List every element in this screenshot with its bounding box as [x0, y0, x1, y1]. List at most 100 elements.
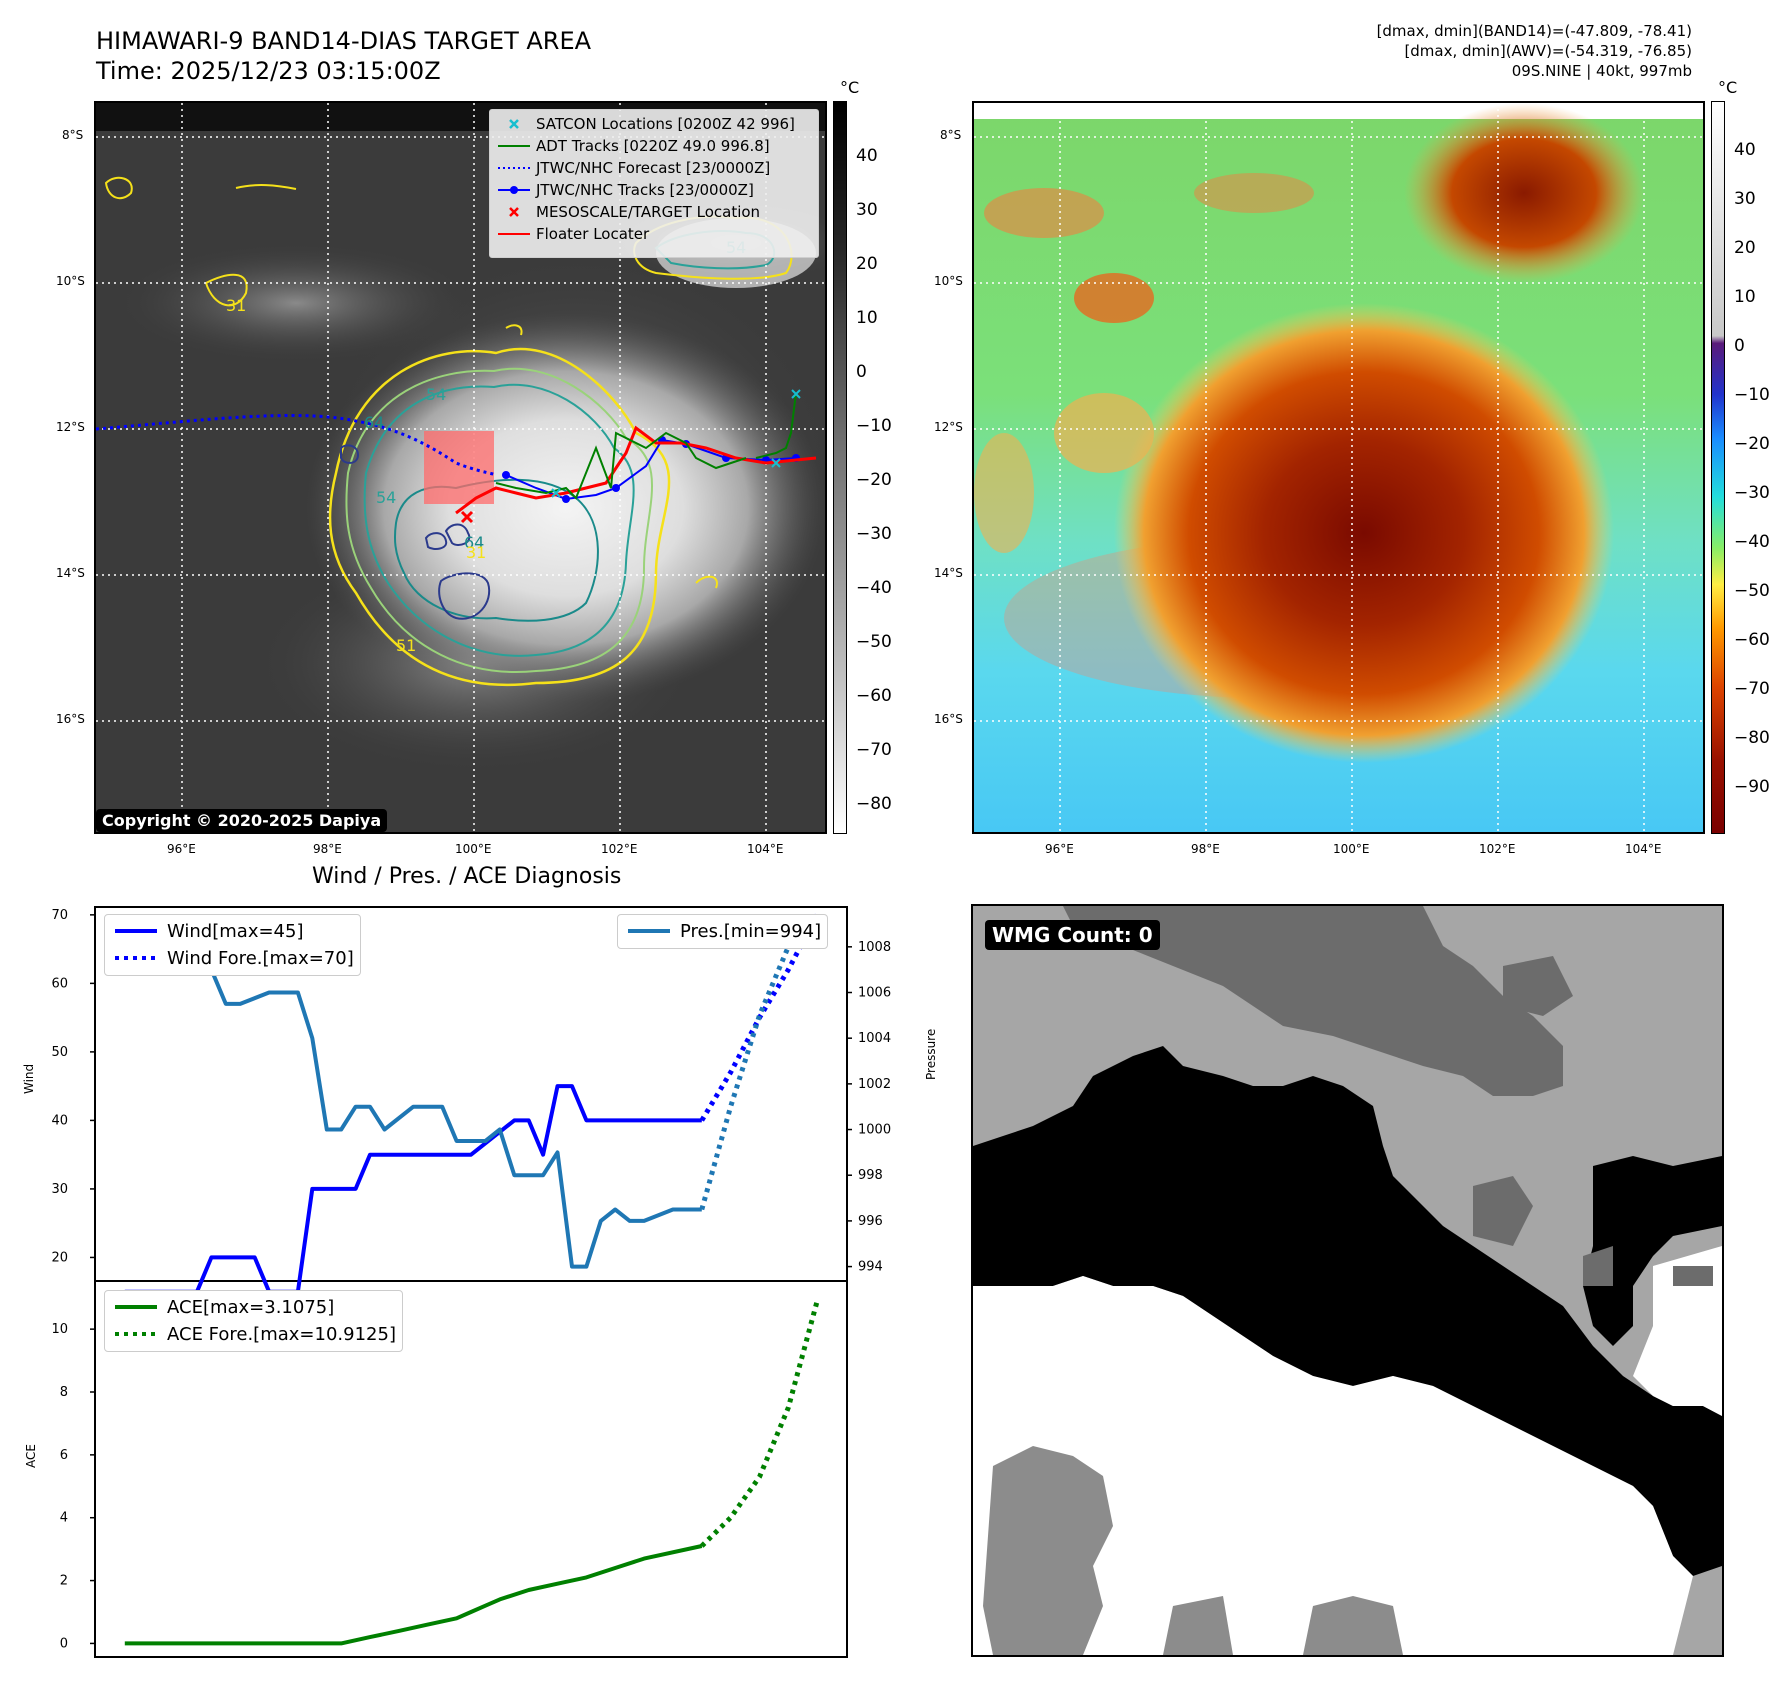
wmg-count-badge: WMG Count: 0 — [985, 920, 1160, 950]
lat-label: 8°S — [62, 128, 84, 142]
lat-label: 10°S — [56, 274, 85, 288]
contour-label: 54 — [426, 385, 446, 404]
pressure-plot: 994 996 998 1000 1002 1004 1006 1008 — [124, 922, 891, 1275]
y-tick-label: 4 — [60, 1511, 68, 1526]
y-tick-label: 60 — [51, 976, 68, 991]
colorbar-tick: −50 — [856, 632, 892, 652]
colorbar-tick: −80 — [1734, 728, 1770, 748]
storm-info: 09S.NINE | 40kt, 997mb — [1511, 62, 1692, 80]
pressure-axis-label: Pressure — [924, 1028, 938, 1080]
copyright-label: Copyright © 2020-2025 Dapiya — [96, 809, 388, 832]
colorbar-tick: 40 — [1734, 140, 1756, 160]
colorbar-tick: −40 — [1734, 532, 1770, 552]
satcon-markers — [551, 389, 801, 498]
y-tick-label: 1006 — [858, 986, 891, 1001]
colorbar-tick: 20 — [856, 254, 878, 274]
legend-item: Wind[max=45] — [105, 918, 360, 945]
lon-label: 100°E — [455, 842, 492, 856]
y-tick-label: 6 — [60, 1448, 68, 1463]
series-line — [124, 944, 702, 1269]
colorbar-tick: −30 — [1734, 483, 1770, 503]
lon-label: 100°E — [1333, 842, 1370, 856]
lat-label: 16°S — [56, 712, 85, 726]
lon-label: 98°E — [1191, 842, 1220, 856]
colorbar-tick: 0 — [856, 362, 867, 382]
adt-track-line — [495, 431, 747, 500]
contour-label: 64 — [364, 413, 384, 432]
y-tick-label: 998 — [858, 1168, 883, 1183]
ir-legend: SATCON Locations [0200Z 42 996] ADT Trac… — [489, 109, 819, 258]
colorbar-tick: −60 — [856, 686, 892, 706]
colorbar-tick: 20 — [1734, 238, 1756, 258]
lat-label: 12°S — [934, 420, 963, 434]
stats-awv: [dmax, dmin](AWV)=(-54.319, -76.85) — [1404, 42, 1692, 60]
colorbar-tick: 30 — [856, 200, 878, 220]
colorbar-tick: −10 — [1734, 385, 1770, 405]
colorbar-tick: 10 — [1734, 287, 1756, 307]
contour-label: 51 — [396, 636, 416, 655]
colorbar-tick: −20 — [1734, 434, 1770, 454]
lat-label: 10°S — [934, 274, 963, 288]
y-tick-label: 8 — [60, 1385, 68, 1400]
color-colorbar — [1711, 101, 1725, 834]
legend-item: Floater Locater — [490, 223, 818, 245]
colorbar-tick: −20 — [856, 470, 892, 490]
y-tick-label: 1000 — [858, 1123, 891, 1138]
diagnosis-divider — [94, 1280, 848, 1282]
legend-item: JTWC/NHC Tracks [23/0000Z] — [490, 179, 818, 201]
color-colorbar-unit: °C — [1718, 78, 1738, 97]
ace-axis-label: ACE — [24, 1444, 38, 1468]
series-line — [124, 1544, 703, 1646]
legend-item: MESOSCALE/TARGET Location — [490, 201, 818, 223]
series-line — [124, 1084, 702, 1294]
colorbar-tick: −70 — [856, 740, 892, 760]
wind-axis-label: Wind — [22, 1063, 36, 1094]
colorbar-tick: −10 — [856, 416, 892, 436]
legend-item: SATCON Locations [0200Z 42 996] — [490, 113, 818, 135]
diagnosis-title: Wind / Pres. / ACE Diagnosis — [312, 864, 622, 889]
contour-label: 54 — [376, 488, 396, 507]
lon-label: 102°E — [601, 842, 638, 856]
colorbar-tick: −70 — [1734, 679, 1770, 699]
colorbar-tick: 10 — [856, 308, 878, 328]
adt-line-icon — [498, 145, 530, 147]
ir-colorbar-unit: °C — [840, 78, 860, 97]
contour-label: 31 — [466, 543, 486, 562]
lon-label: 96°E — [1045, 842, 1074, 856]
ir-map-panel: 54 64 31 54 64 54 31 51 SATCON Locations… — [94, 101, 827, 834]
colorbar-tick: 0 — [1734, 336, 1745, 356]
time-label: Time: 2025/12/23 03:15:00Z — [96, 57, 441, 85]
target-marker — [460, 510, 474, 524]
y-tick-label: 50 — [51, 1045, 68, 1060]
colorbar-tick: −80 — [856, 794, 892, 814]
stats-band14: [dmax, dmin](BAND14)=(-47.809, -78.41) — [1376, 22, 1692, 40]
y-tick-label: 30 — [51, 1182, 68, 1197]
lon-label: 98°E — [313, 842, 342, 856]
target-x-icon — [509, 207, 519, 217]
y-tick-label: 996 — [858, 1214, 883, 1229]
lat-label: 8°S — [940, 128, 962, 142]
legend-item: JTWC/NHC Forecast [23/0000Z] — [490, 157, 818, 179]
satcon-x-icon — [509, 119, 519, 129]
pressure-solid-icon — [628, 929, 670, 933]
target-area-box — [424, 431, 494, 504]
legend-item: ACE[max=3.1075] — [105, 1294, 402, 1321]
pressure-legend: Pres.[min=994] — [617, 914, 829, 949]
wind-legend: Wind[max=45] Wind Fore.[max=70] — [104, 914, 361, 976]
track-line-dot-icon — [498, 186, 530, 194]
diagnosis-frame — [94, 906, 848, 1658]
y-tick-label: 20 — [51, 1250, 68, 1265]
y-tick-label: 70 — [51, 908, 68, 923]
legend-item: Wind Fore.[max=70] — [105, 945, 360, 972]
wmg-panel: WMG Count: 0 — [971, 904, 1724, 1657]
floater-locater-line — [455, 425, 817, 515]
y-tick-label: 0 — [60, 1636, 68, 1651]
colorbar-tick: −50 — [1734, 581, 1770, 601]
y-tick-label: 2 — [60, 1574, 68, 1589]
color-map-image — [974, 103, 1703, 832]
ace-legend: ACE[max=3.1075] ACE Fore.[max=10.9125] — [104, 1290, 403, 1352]
wind-solid-icon — [115, 929, 157, 933]
lat-label: 14°S — [934, 566, 963, 580]
ace-plot: 0 2 4 6 8 10 — [51, 1300, 820, 1651]
ace-dotted-icon — [115, 1332, 157, 1336]
